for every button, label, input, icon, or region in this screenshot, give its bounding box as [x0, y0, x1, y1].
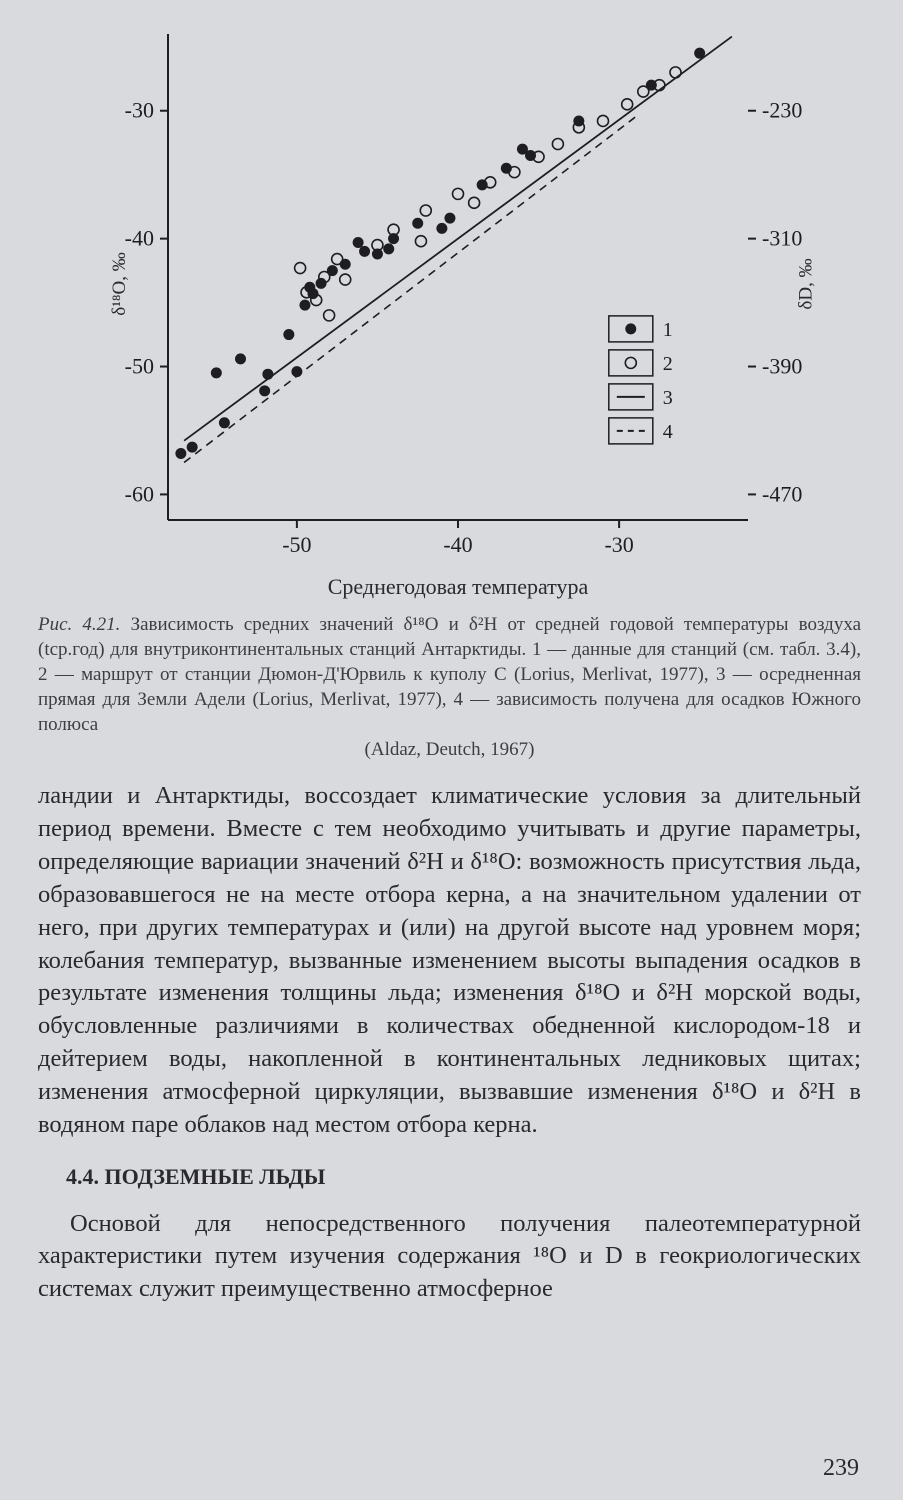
body-paragraph-2: Основой для непосредственного получения … [38, 1208, 861, 1306]
svg-text:-30: -30 [604, 532, 633, 557]
y-axis-label-right: δD, ‰ [795, 258, 817, 309]
x-axis-label: Среднегодовая температура [328, 574, 589, 600]
svg-text:-40: -40 [125, 226, 154, 251]
body-paragraph-1: ландии и Антарктиды, воссоздает климатич… [38, 780, 861, 1141]
isotope-temperature-chart: -30 -40 -50 -60 -230 -310 -390 -470 -50 -40 -30 1 2 3… [98, 20, 818, 570]
svg-text:1: 1 [663, 319, 673, 341]
svg-text:-30: -30 [125, 98, 154, 123]
svg-text:-310: -310 [762, 226, 802, 251]
y-axis-label-left: δ¹⁸O, ‰ [109, 252, 131, 316]
caption-last-line: (Aldaz, Deutch, 1967) [38, 737, 861, 762]
figure-caption: Рис. 4.21. Зависимость средних значений … [38, 612, 861, 762]
svg-text:-230: -230 [762, 98, 802, 123]
chart-svg: -30 -40 -50 -60 -230 -310 -390 -470 -50 -40 -30 1 2 3… [98, 20, 818, 570]
svg-text:-50: -50 [282, 532, 311, 557]
svg-text:-390: -390 [762, 354, 802, 379]
figure-label: Рис. 4.21. [38, 614, 120, 635]
svg-text:-50: -50 [125, 354, 154, 379]
svg-text:-40: -40 [443, 532, 472, 557]
page-number: 239 [823, 1455, 859, 1482]
section-heading: 4.4. ПОДЗЕМНЫЕ ЛЬДЫ [66, 1164, 861, 1190]
caption-text: Зависимость средних значений δ¹⁸O и δ²H … [38, 614, 861, 735]
svg-text:2: 2 [663, 353, 673, 375]
svg-text:3: 3 [663, 387, 673, 409]
svg-text:-470: -470 [762, 481, 802, 506]
svg-text:-60: -60 [125, 481, 154, 506]
svg-text:4: 4 [663, 421, 673, 443]
